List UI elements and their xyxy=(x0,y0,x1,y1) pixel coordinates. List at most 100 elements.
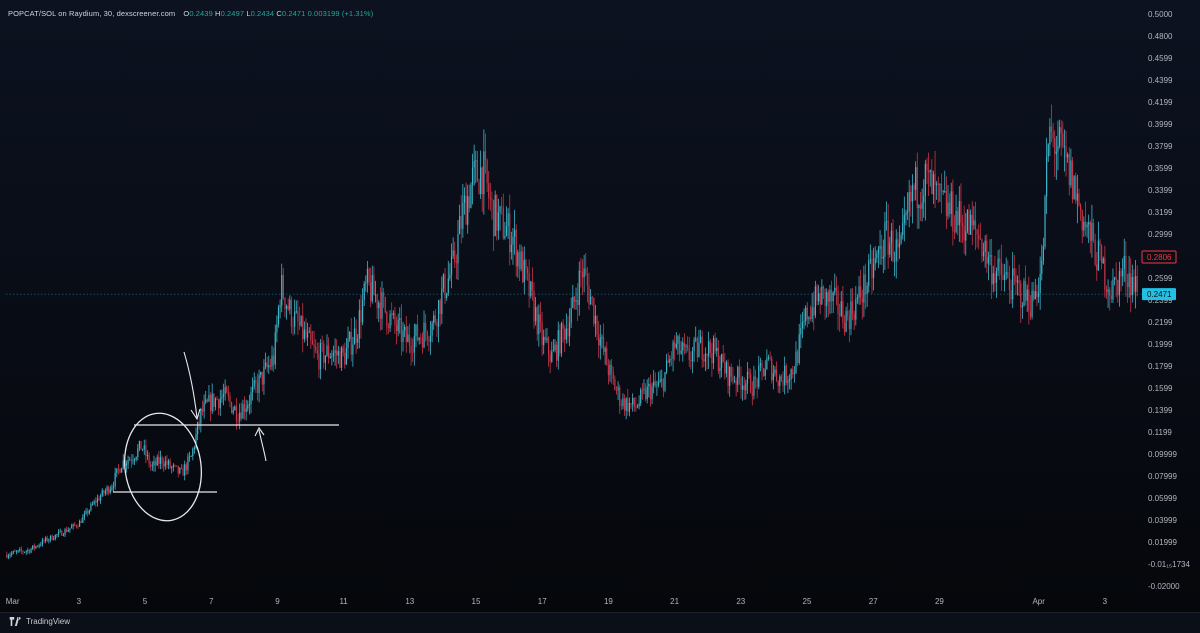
arrow-drawing-left[interactable] xyxy=(183,351,198,419)
candle-body xyxy=(56,534,58,536)
candle-body xyxy=(509,213,511,253)
candle-body xyxy=(318,353,320,370)
candle-body xyxy=(625,398,627,411)
time-tick-label: Mar xyxy=(6,597,20,606)
candle-body xyxy=(682,342,684,351)
candle-body xyxy=(685,345,687,347)
candle-body xyxy=(661,379,663,381)
candle-body xyxy=(242,404,244,419)
candle-body xyxy=(588,285,590,305)
candle-body xyxy=(958,201,960,226)
time-axis[interactable]: Mar 3 5 7 9 11 13 15 17 19 21 23 25 27 29 Apr 3 xyxy=(6,597,1108,606)
candle-body xyxy=(963,226,965,241)
time-tick-label: Apr xyxy=(1032,597,1045,606)
price-chart[interactable]: 0.5000 0.4800 0.4599 0.4399 0.4199 0.3999 0.37… xyxy=(0,0,1200,612)
candle-body xyxy=(604,348,606,352)
candle-body xyxy=(1016,280,1019,283)
price-axis[interactable]: 0.5000 0.4800 0.4599 0.4399 0.4199 0.3999 0.37… xyxy=(1148,10,1191,591)
candle-body xyxy=(976,229,978,235)
candle-body xyxy=(743,385,745,391)
candle-body xyxy=(221,396,223,399)
tradingview-brand[interactable]: TradingView xyxy=(9,617,70,626)
candle-body xyxy=(295,311,297,312)
candle-body xyxy=(226,387,228,393)
candle-body xyxy=(457,234,459,264)
candle-body xyxy=(937,183,939,185)
candle-body xyxy=(90,504,92,511)
candle-body xyxy=(38,545,40,547)
candle-body xyxy=(103,490,105,494)
candle-body xyxy=(877,248,880,254)
candle-body xyxy=(751,392,753,396)
candle-body xyxy=(179,468,181,474)
candle-body xyxy=(913,184,915,190)
candle-body xyxy=(413,336,415,353)
candle-body xyxy=(654,381,656,386)
candle-body xyxy=(965,231,967,241)
time-tick-label: 3 xyxy=(1103,597,1108,606)
candle-body xyxy=(187,456,189,471)
candle-body xyxy=(630,402,632,405)
open-label: O xyxy=(183,9,190,18)
candle-body xyxy=(864,274,867,295)
candle-body xyxy=(138,441,141,449)
time-tick-label: 7 xyxy=(209,597,214,606)
candle-body xyxy=(806,307,808,320)
candle-body xyxy=(61,530,63,536)
candle-body xyxy=(992,273,994,285)
candle-body xyxy=(918,205,920,209)
candle-body xyxy=(121,468,123,473)
candle-body xyxy=(59,530,61,532)
candle-body xyxy=(753,376,755,396)
candle-body xyxy=(835,287,838,291)
candle-body xyxy=(502,207,504,239)
candle-body xyxy=(193,447,195,450)
candle-body xyxy=(690,360,692,362)
candle-body xyxy=(494,195,496,237)
circle-drawing[interactable] xyxy=(118,408,208,526)
candle-body xyxy=(349,332,351,340)
candle-body xyxy=(887,221,889,255)
candle-body xyxy=(1020,283,1022,308)
candle-body xyxy=(395,324,398,332)
candle-body xyxy=(402,330,404,343)
candle-body xyxy=(83,513,86,518)
price-tick-label: 0.3399 xyxy=(1148,186,1173,195)
candle-body xyxy=(858,286,860,298)
arrow-drawing-right[interactable] xyxy=(258,429,267,462)
candle-body xyxy=(580,270,582,273)
candle-body xyxy=(51,535,53,540)
candle-body xyxy=(252,386,254,393)
candle-body xyxy=(465,195,467,225)
time-tick-label: 15 xyxy=(472,597,481,606)
candle-body xyxy=(585,268,587,275)
candle-body xyxy=(460,216,462,229)
candle-body xyxy=(1029,310,1032,317)
candle-body xyxy=(195,434,197,448)
candle-body xyxy=(986,240,988,264)
candle-body xyxy=(945,191,947,216)
candle-body xyxy=(522,251,524,283)
candle-body xyxy=(785,365,787,383)
candle-body xyxy=(957,210,959,226)
candle-body xyxy=(310,331,312,341)
candle-body xyxy=(667,360,669,363)
candle-body xyxy=(932,174,935,195)
time-tick-label: 23 xyxy=(736,597,745,606)
candle-body xyxy=(636,406,639,408)
candle-body xyxy=(725,361,728,374)
candle-body xyxy=(656,384,658,386)
candle-body xyxy=(361,300,364,323)
candle-body xyxy=(944,191,946,192)
candle-body xyxy=(190,456,192,457)
candle-body xyxy=(319,343,322,370)
candle-body xyxy=(172,465,174,468)
candle-body xyxy=(95,501,97,503)
candle-body xyxy=(358,310,360,339)
candle-body xyxy=(161,457,163,464)
price-tick-label: 0.4800 xyxy=(1148,32,1173,41)
candle-body xyxy=(298,321,301,326)
candle-body xyxy=(680,350,682,354)
candle-body xyxy=(150,464,152,467)
